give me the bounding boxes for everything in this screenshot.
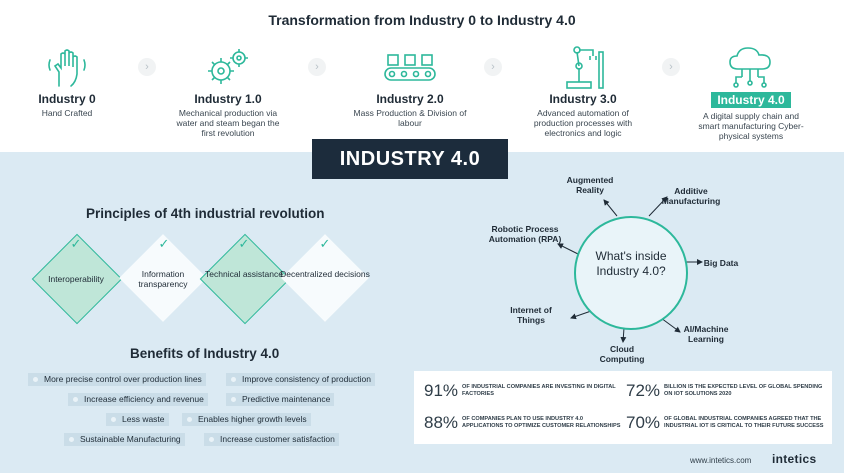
principle-label: Information transparency — [138, 269, 188, 289]
principles-title: Principles of 4th industrial revolution — [86, 206, 325, 221]
stage-industry-4: Industry 4.0 A digital supply chain and … — [676, 44, 826, 141]
wheel-center-text: What's inside Industry 4.0? — [595, 249, 667, 278]
wheel-item-bigdata: Big Data — [703, 258, 739, 268]
stage-desc: Hand Crafted — [41, 108, 93, 118]
benefit-item: Sustainable Manufacturing — [64, 433, 185, 446]
stage-desc: Mechanical production via water and stea… — [176, 108, 280, 138]
timeline-section — [0, 0, 844, 152]
stage-desc: A digital supply chain and smart manufac… — [698, 111, 804, 141]
stage-desc: Advanced automation of production proces… — [533, 108, 633, 138]
stat-text: of companies plan to use Industry 4.0 ap… — [462, 416, 621, 429]
stage-desc: Mass Production & Division of labour — [353, 108, 467, 128]
wheel-item-rpa: Robotic Process Automation (RPA) — [488, 224, 562, 244]
hand-icon — [0, 44, 142, 90]
principle-label: Decentralized decisions — [280, 269, 370, 279]
check-icon: ✓ — [158, 236, 170, 251]
stat-item: 70% of global industrial companies agree… — [626, 413, 826, 433]
benefits-title: Benefits of Industry 4.0 — [130, 346, 280, 361]
benefit-item: Predictive maintenance — [226, 393, 335, 406]
wheel-item-cloud: Cloud Computing — [599, 344, 645, 364]
wheel-item-iot: Internet of Things — [510, 305, 552, 325]
robot-arm-icon — [508, 44, 658, 90]
stage-label: Industry 0 — [38, 92, 96, 106]
stage-label: Industry 2.0 — [376, 92, 444, 106]
stat-item: 91% of industrial companies are investin… — [424, 381, 624, 401]
stage-label: Industry 3.0 — [549, 92, 617, 106]
stat-item: 72% billion is the expected level of glo… — [626, 381, 826, 401]
benefit-item: Increase efficiency and revenue — [68, 393, 208, 406]
industry-banner: INDUSTRY 4.0 — [312, 139, 508, 179]
footer-url[interactable]: www.intetics.com — [690, 456, 752, 465]
stat-percent: 72% — [626, 381, 661, 400]
stage-label-active: Industry 4.0 — [711, 92, 791, 108]
principle-label: Technical assistance — [205, 269, 283, 279]
wheel-item-additive: Additive Manufacturing — [661, 186, 721, 206]
benefit-item: Enables higher growth levels — [182, 413, 311, 426]
check-icon: ✓ — [238, 236, 250, 251]
stats-panel: 91% of industrial companies are investin… — [414, 371, 832, 444]
chevron-right-icon: › — [308, 58, 326, 76]
stat-percent: 91% — [424, 381, 459, 400]
conveyor-icon — [335, 44, 485, 90]
stage-industry-0: Industry 0 Hand Crafted — [0, 44, 142, 118]
stat-text: of industrial companies are investing in… — [462, 384, 616, 397]
wheel-center-circle — [574, 216, 688, 330]
benefit-item: Increase customer satisfaction — [204, 433, 339, 446]
wheel-item-ar: Augmented Reality — [566, 175, 614, 195]
stage-industry-2: Industry 2.0 Mass Production & Division … — [335, 44, 485, 128]
benefit-item: Improve consistency of production — [226, 373, 375, 386]
chevron-right-icon: › — [484, 58, 502, 76]
page-title: Transformation from Industry 0 to Indust… — [268, 12, 576, 28]
chevron-right-icon: › — [662, 58, 680, 76]
benefit-item: Less waste — [106, 413, 169, 426]
check-icon: ✓ — [70, 236, 82, 251]
benefit-item: More precise control over production lin… — [28, 373, 206, 386]
stat-percent: 70% — [626, 413, 661, 432]
stat-text: of global industrial companies agreed th… — [664, 416, 824, 429]
stat-item: 88% of companies plan to use Industry 4.… — [424, 413, 624, 433]
stat-percent: 88% — [424, 413, 459, 432]
stage-industry-1: Industry 1.0 Mechanical production via w… — [153, 44, 303, 138]
stat-text: billion is the expected level of global … — [664, 384, 823, 397]
principle-label: Interoperability — [48, 274, 104, 284]
stage-label: Industry 1.0 — [194, 92, 262, 106]
wheel-item-ai: AI/Machine Learning — [683, 324, 729, 344]
gears-icon — [153, 44, 303, 90]
check-icon: ✓ — [319, 236, 331, 251]
brand-logo: intetics — [772, 452, 817, 466]
stage-industry-3: Industry 3.0 Advanced automation of prod… — [508, 44, 658, 138]
chevron-right-icon: › — [138, 58, 156, 76]
cloud-network-icon — [676, 44, 826, 90]
